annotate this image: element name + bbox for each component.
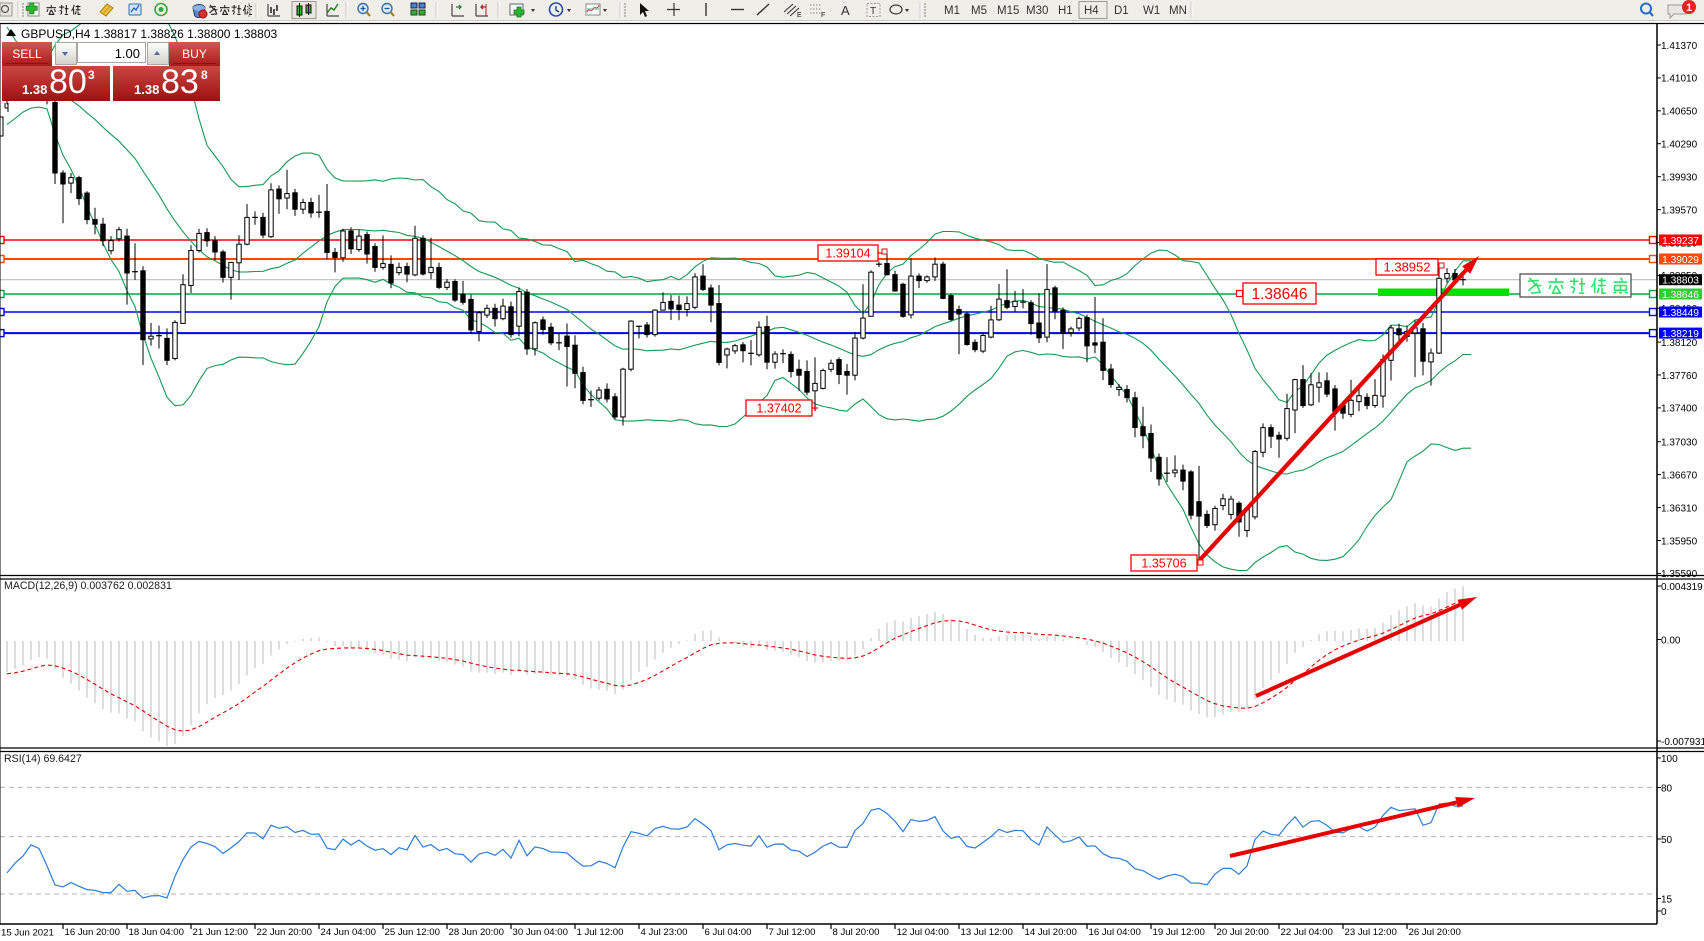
svg-text:0.00: 0.00 [1661, 635, 1681, 646]
svg-text:1.37400: 1.37400 [1661, 404, 1698, 415]
svg-text:1.39029: 1.39029 [1662, 255, 1699, 266]
svg-text:1.35706: 1.35706 [1141, 557, 1186, 571]
svg-text:22 Jun 20:00: 22 Jun 20:00 [257, 927, 312, 938]
svg-text:A: A [841, 3, 850, 18]
svg-text:8 Jul 20:00: 8 Jul 20:00 [833, 927, 880, 938]
svg-text:18 Jun 04:00: 18 Jun 04:00 [129, 927, 184, 938]
svg-text:21 Jun 12:00: 21 Jun 12:00 [193, 927, 248, 938]
svg-text:MACD(12,26,9) 0.003762 0.00283: MACD(12,26,9) 0.003762 0.002831 [4, 580, 172, 592]
svg-text:1.38803: 1.38803 [1662, 276, 1699, 287]
svg-text:1.36670: 1.36670 [1661, 470, 1698, 481]
svg-text:26 Jul 20:00: 26 Jul 20:00 [1409, 927, 1461, 938]
svg-text:M15: M15 [997, 5, 1019, 17]
svg-text:1.38120: 1.38120 [1661, 338, 1698, 349]
svg-text:D1: D1 [1114, 5, 1129, 17]
svg-text:-0.007931: -0.007931 [1661, 737, 1704, 748]
svg-text:25 Jun 12:00: 25 Jun 12:00 [385, 927, 440, 938]
svg-text:1.38646: 1.38646 [1251, 286, 1307, 303]
svg-text:1.37030: 1.37030 [1661, 438, 1698, 449]
svg-text:30 Jun 04:00: 30 Jun 04:00 [513, 927, 568, 938]
svg-text:16 Jun 20:00: 16 Jun 20:00 [65, 927, 120, 938]
svg-text:15 Jun 2021: 15 Jun 2021 [1, 928, 54, 939]
svg-text:M1: M1 [944, 5, 960, 17]
svg-text:H4: H4 [1084, 5, 1099, 17]
svg-text:7 Jul 12:00: 7 Jul 12:00 [769, 927, 816, 938]
svg-text:24 Jun 04:00: 24 Jun 04:00 [321, 927, 376, 938]
svg-text:1.38646: 1.38646 [1662, 290, 1699, 301]
svg-text:1.38219: 1.38219 [1662, 329, 1699, 340]
svg-text:22 Jul 04:00: 22 Jul 04:00 [1281, 927, 1333, 938]
svg-text:1.41370: 1.41370 [1661, 41, 1698, 52]
svg-text:28 Jun 20:00: 28 Jun 20:00 [449, 927, 504, 938]
svg-text:1.37402: 1.37402 [756, 402, 801, 416]
svg-text:GBPUSD,H4 1.38817 1.38826 1.3: GBPUSD,H4 1.38817 1.38826 1.38800 1.3880… [21, 27, 278, 41]
svg-text:6 Jul 04:00: 6 Jul 04:00 [705, 927, 752, 938]
svg-text:1.39237: 1.39237 [1662, 236, 1699, 247]
svg-text:0: 0 [1661, 907, 1667, 918]
svg-text:16 Jul 04:00: 16 Jul 04:00 [1089, 927, 1141, 938]
svg-text:14 Jul 20:00: 14 Jul 20:00 [1025, 927, 1077, 938]
svg-text:23 Jul 12:00: 23 Jul 12:00 [1345, 927, 1397, 938]
svg-text:1.35590: 1.35590 [1661, 569, 1698, 580]
svg-text:H1: H1 [1058, 5, 1073, 17]
svg-text:100: 100 [1661, 754, 1678, 765]
svg-text:13 Jul 12:00: 13 Jul 12:00 [961, 927, 1013, 938]
svg-text:1 Jul 12:00: 1 Jul 12:00 [577, 927, 624, 938]
svg-text:1.35950: 1.35950 [1661, 536, 1698, 547]
svg-text:20 Jul 20:00: 20 Jul 20:00 [1217, 927, 1269, 938]
svg-text:1.40290: 1.40290 [1661, 140, 1698, 151]
svg-text:50: 50 [1661, 835, 1673, 846]
svg-text:1.36310: 1.36310 [1661, 503, 1698, 514]
svg-text:M5: M5 [971, 5, 987, 17]
svg-text:1.40650: 1.40650 [1661, 107, 1698, 118]
svg-text:1.41010: 1.41010 [1661, 74, 1698, 85]
svg-text:0.004319: 0.004319 [1661, 582, 1703, 593]
svg-text:1.38952: 1.38952 [1384, 260, 1431, 275]
svg-text:W1: W1 [1143, 5, 1160, 17]
svg-text:RSI(14) 69.6427: RSI(14) 69.6427 [4, 753, 82, 765]
svg-text:4 Jul 23:00: 4 Jul 23:00 [641, 927, 688, 938]
svg-text:E: E [797, 12, 802, 19]
svg-text:15: 15 [1661, 894, 1673, 905]
svg-text:1.38449: 1.38449 [1662, 308, 1699, 319]
svg-text:1.39104: 1.39104 [825, 247, 870, 261]
svg-text:12 Jul 04:00: 12 Jul 04:00 [897, 927, 949, 938]
svg-text:1.37760: 1.37760 [1661, 371, 1698, 382]
svg-text:F: F [821, 12, 825, 19]
svg-text:M30: M30 [1026, 5, 1048, 17]
svg-text:1.39930: 1.39930 [1661, 173, 1698, 184]
svg-text:MN: MN [1169, 5, 1187, 17]
svg-text:T: T [870, 6, 876, 17]
svg-text:1.39570: 1.39570 [1661, 205, 1698, 216]
svg-text:19 Jul 12:00: 19 Jul 12:00 [1153, 927, 1205, 938]
svg-text:1: 1 [1686, 2, 1692, 14]
svg-text:80: 80 [1661, 783, 1673, 794]
